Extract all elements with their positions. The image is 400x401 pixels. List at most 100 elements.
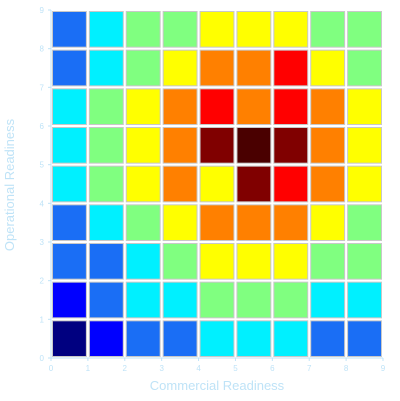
- heatmap-cell-r1-c4: [199, 49, 235, 87]
- heatmap-cell-r8-c3: [162, 320, 198, 358]
- axes: [48, 9, 384, 361]
- heatmap-cell-r1-c6: [273, 49, 309, 87]
- x-tick-labels: 0 1 2 3 4 5 6 7 8 9: [49, 364, 386, 373]
- heatmap-cell-r0-c1: [88, 11, 124, 48]
- heatmap-cell-r1-c5: [236, 49, 272, 87]
- heatmap-cell-r3-c5: [236, 127, 272, 164]
- x-tick-label-6: 6: [270, 364, 275, 373]
- heatmap-cell-r4-c8: [347, 165, 383, 203]
- x-axis-title: Commercial Readiness: [150, 378, 285, 393]
- heatmap-cell-r7-c5: [236, 281, 272, 319]
- heatmap-cell-r6-c2: [125, 243, 161, 280]
- heatmap-cell-r2-c5: [236, 88, 272, 126]
- heatmap-cell-r6-c3: [162, 243, 198, 280]
- heatmap-cell-r0-c2: [125, 11, 161, 48]
- heatmap-cell-r2-c4: [199, 88, 235, 126]
- heatmap-cell-r8-c6: [273, 320, 309, 358]
- heatmap-cell-r3-c1: [88, 127, 124, 164]
- heatmap-cell-r7-c1: [88, 281, 124, 319]
- x-tick-label-0: 0: [49, 364, 54, 373]
- heatmap-cell-r4-c2: [125, 165, 161, 203]
- heatmap-cell-r2-c2: [125, 88, 161, 126]
- y-tick-label-6: 6: [40, 122, 45, 131]
- heatmap-cell-r4-c0: [52, 165, 87, 203]
- heatmap-cell-r7-c2: [125, 281, 161, 319]
- heatmap-cell-r1-c2: [125, 49, 161, 87]
- heatmap-cell-r0-c6: [273, 11, 309, 48]
- heatmap-cell-r8-c7: [310, 320, 346, 358]
- heatmap-cell-r7-c3: [162, 281, 198, 319]
- heatmap-cell-r3-c0: [52, 127, 87, 164]
- heatmap-cell-r7-c0: [52, 281, 87, 319]
- heatmap-cell-r4-c1: [88, 165, 124, 203]
- heatmap-cell-r7-c8: [347, 281, 383, 319]
- y-tick-label-5: 5: [40, 161, 45, 170]
- heatmap-cell-r5-c5: [236, 204, 272, 241]
- heatmap-cell-r5-c7: [310, 204, 346, 241]
- heatmap-cell-r1-c1: [88, 49, 124, 87]
- heatmap-cell-r3-c8: [347, 127, 383, 164]
- heatmap-cell-r6-c0: [52, 243, 87, 280]
- y-tick-label-2: 2: [40, 277, 45, 286]
- heatmap-cell-r3-c6: [273, 127, 309, 164]
- y-tick-label-8: 8: [40, 45, 45, 54]
- heatmap-cell-r1-c8: [347, 49, 383, 87]
- heatmap-cell-r6-c8: [347, 243, 383, 280]
- heatmap-cell-r5-c4: [199, 204, 235, 241]
- heatmap-cell-r8-c8: [347, 320, 383, 358]
- heatmap-cell-r0-c0: [52, 11, 87, 48]
- heatmap-cell-r5-c0: [52, 204, 87, 241]
- x-tick-label-9: 9: [381, 364, 386, 373]
- heatmap-cell-r6-c4: [199, 243, 235, 280]
- heatmap-cell-r5-c2: [125, 204, 161, 241]
- heatmap-cell-r0-c8: [347, 11, 383, 48]
- x-tick-label-1: 1: [86, 364, 91, 373]
- heatmap-cell-r4-c5: [236, 165, 272, 203]
- heatmap-cell-r6-c6: [273, 243, 309, 280]
- heatmap-cell-r8-c1: [88, 320, 124, 358]
- x-tick-label-4: 4: [196, 364, 201, 373]
- y-tick-label-9: 9: [40, 6, 45, 15]
- heatmap-cell-r5-c1: [88, 204, 124, 241]
- heatmap-cell-r2-c0: [52, 88, 87, 126]
- heatmap-cell-r0-c4: [199, 11, 235, 48]
- heatmap-cell-r5-c3: [162, 204, 198, 241]
- heatmap-cell-r7-c6: [273, 281, 309, 319]
- heatmap-cell-r0-c3: [162, 11, 198, 48]
- heatmap-cell-r1-c7: [310, 49, 346, 87]
- heatmap-cell-r3-c7: [310, 127, 346, 164]
- x-tick-label-8: 8: [344, 364, 349, 373]
- heatmap-cell-r6-c1: [88, 243, 124, 280]
- y-axis-title: Operational Readiness: [2, 118, 17, 251]
- heatmap-cell-r5-c6: [273, 204, 309, 241]
- heatmap-cell-r2-c8: [347, 88, 383, 126]
- heatmap-cells: [52, 11, 383, 358]
- heatmap-cell-r8-c4: [199, 320, 235, 358]
- heatmap-cell-r6-c5: [236, 243, 272, 280]
- x-tick-label-3: 3: [159, 364, 164, 373]
- heatmap-cell-r8-c5: [236, 320, 272, 358]
- heatmap-cell-r4-c4: [199, 165, 235, 203]
- heatmap-cell-r7-c7: [310, 281, 346, 319]
- heatmap-cell-r8-c0: [52, 320, 87, 358]
- heatmap-cell-r6-c7: [310, 243, 346, 280]
- heatmap-cell-r3-c2: [125, 127, 161, 164]
- heatmap-cell-r2-c6: [273, 88, 309, 126]
- heatmap-cell-r2-c1: [88, 88, 124, 126]
- heatmap-cell-r4-c3: [162, 165, 198, 203]
- x-tick-label-7: 7: [307, 364, 312, 373]
- heatmap-cell-r0-c7: [310, 11, 346, 48]
- heatmap-cell-r4-c7: [310, 165, 346, 203]
- heatmap-cell-r0-c5: [236, 11, 272, 48]
- x-tick-label-2: 2: [123, 364, 128, 373]
- y-tick-label-7: 7: [40, 83, 45, 92]
- y-tick-label-3: 3: [40, 238, 45, 247]
- heatmap-cell-r8-c2: [125, 320, 161, 358]
- heatmap-cell-r3-c3: [162, 127, 198, 164]
- y-tick-labels: 0 1 2 3 4 5 6 7 8 9: [40, 6, 45, 363]
- heatmap-cell-r7-c4: [199, 281, 235, 319]
- heatmap-cell-r4-c6: [273, 165, 309, 203]
- heatmap-cell-r5-c8: [347, 204, 383, 241]
- heatmap-cell-r3-c4: [199, 127, 235, 164]
